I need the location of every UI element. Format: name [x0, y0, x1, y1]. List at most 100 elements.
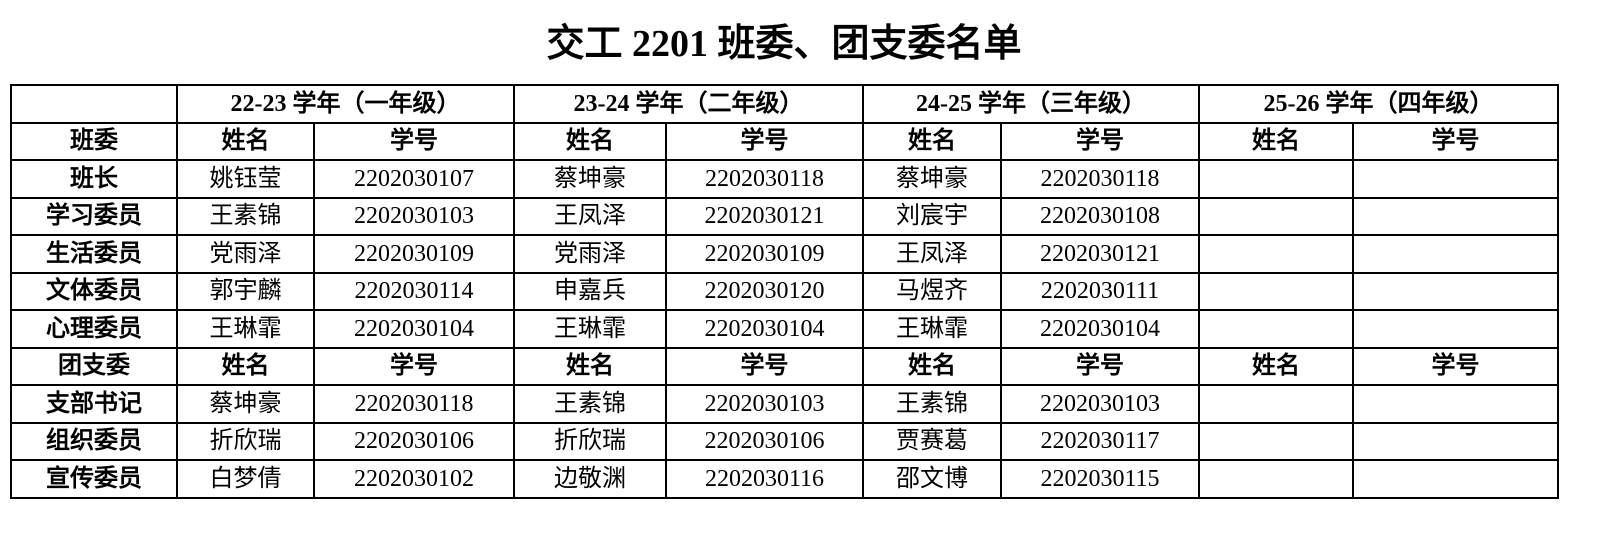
student-id-cell: 2202030109: [313, 234, 515, 274]
name-cell: 邵文博: [862, 459, 1002, 499]
name-cell: 白梦倩: [176, 459, 315, 499]
student-id-cell: 2202030111: [1000, 271, 1200, 311]
student-id-cell: 2202030114: [313, 271, 515, 311]
role-cell: 文体委员: [10, 271, 178, 311]
role-cell: 班长: [10, 159, 178, 199]
student-id-cell: 2202030121: [665, 196, 864, 236]
student-id-cell: 2202030121: [1000, 234, 1200, 274]
student-id-cell: 2202030107: [313, 159, 515, 199]
student-id-cell: 2202030104: [665, 309, 864, 349]
student-id-cell: 2202030120: [665, 271, 864, 311]
role-cell: 学习委员: [10, 196, 178, 236]
year-header: 25-26 学年（四年级）: [1198, 84, 1559, 124]
table-row: 组织委员 折欣瑞 2202030106 折欣瑞 2202030106 贾赛葛 2202030…: [10, 421, 1559, 461]
name-cell: 王琳霏: [862, 309, 1002, 349]
student-id-cell: 2202030106: [313, 421, 515, 461]
student-id-cell: 2202030109: [665, 234, 864, 274]
id-column-header: 学号: [665, 121, 864, 161]
student-id-cell: 2202030108: [1000, 196, 1200, 236]
id-column-header: 学号: [313, 346, 515, 386]
student-id-cell: 2202030117: [1000, 421, 1200, 461]
name-column-header: 姓名: [1198, 121, 1354, 161]
name-cell: [1198, 234, 1354, 274]
name-column-header: 姓名: [513, 121, 667, 161]
table-row: 学习委员 王素锦 2202030103 王凤泽 2202030121 刘宸宇 2202030…: [10, 196, 1559, 236]
table-row: 文体委员 郭宇麟 2202030114 申嘉兵 2202030120 马煜齐 2202030…: [10, 271, 1559, 311]
student-id-cell: 2202030118: [313, 384, 515, 424]
role-cell: 组织委员: [10, 421, 178, 461]
name-cell: 马煜齐: [862, 271, 1002, 311]
name-cell: 蔡坤豪: [862, 159, 1002, 199]
committee-table: 22-23 学年（一年级） 23-24 学年（二年级） 24-25 学年（三年级） 2…: [10, 84, 1559, 499]
student-id-cell: 2202030104: [1000, 309, 1200, 349]
name-cell: [1198, 459, 1354, 499]
student-id-cell: [1352, 384, 1559, 424]
name-column-header: 姓名: [176, 121, 315, 161]
section-label: 团支委: [10, 346, 178, 386]
student-id-cell: 2202030104: [313, 309, 515, 349]
name-column-header: 姓名: [1198, 346, 1354, 386]
name-cell: 折欣瑞: [176, 421, 315, 461]
corner-cell: [10, 84, 178, 124]
id-column-header: 学号: [665, 346, 864, 386]
student-id-cell: 2202030103: [313, 196, 515, 236]
id-column-header: 学号: [313, 121, 515, 161]
table-row: 班长 姚钰莹 2202030107 蔡坤豪 2202030118 蔡坤豪 220203011…: [10, 159, 1559, 199]
student-id-cell: 2202030116: [665, 459, 864, 499]
name-cell: 折欣瑞: [513, 421, 667, 461]
role-cell: 宣传委员: [10, 459, 178, 499]
name-cell: [1198, 159, 1354, 199]
table-row: 生活委员 党雨泽 2202030109 党雨泽 2202030109 王凤泽 2202030…: [10, 234, 1559, 274]
name-column-header: 姓名: [176, 346, 315, 386]
student-id-cell: [1352, 271, 1559, 311]
student-id-cell: 2202030115: [1000, 459, 1200, 499]
name-cell: 王凤泽: [862, 234, 1002, 274]
name-column-header: 姓名: [862, 121, 1002, 161]
student-id-cell: [1352, 196, 1559, 236]
id-column-header: 学号: [1000, 121, 1200, 161]
year-header: 23-24 学年（二年级）: [513, 84, 864, 124]
table-row: 宣传委员 白梦倩 2202030102 边敬渊 2202030116 邵文博 2202030…: [10, 459, 1559, 499]
student-id-cell: [1352, 421, 1559, 461]
name-cell: 贾赛葛: [862, 421, 1002, 461]
name-cell: 王琳霏: [176, 309, 315, 349]
student-id-cell: 2202030103: [665, 384, 864, 424]
role-cell: 生活委员: [10, 234, 178, 274]
name-cell: [1198, 384, 1354, 424]
name-cell: 申嘉兵: [513, 271, 667, 311]
table-row: 心理委员 王琳霏 2202030104 王琳霏 2202030104 王琳霏 2202030…: [10, 309, 1559, 349]
name-cell: [1198, 421, 1354, 461]
section-label: 班委: [10, 121, 178, 161]
name-column-header: 姓名: [513, 346, 667, 386]
role-cell: 心理委员: [10, 309, 178, 349]
table-row: 支部书记 蔡坤豪 2202030118 王素锦 2202030103 王素锦 2202030…: [10, 384, 1559, 424]
role-cell: 支部书记: [10, 384, 178, 424]
name-cell: 党雨泽: [176, 234, 315, 274]
student-id-cell: 2202030103: [1000, 384, 1200, 424]
student-id-cell: 2202030118: [1000, 159, 1200, 199]
page-title: 交工 2201 班委、团支委名单: [546, 23, 1022, 65]
name-cell: 王凤泽: [513, 196, 667, 236]
name-cell: 边敬渊: [513, 459, 667, 499]
name-cell: 王素锦: [862, 384, 1002, 424]
name-cell: 刘宸宇: [862, 196, 1002, 236]
year-header: 22-23 学年（一年级）: [176, 84, 515, 124]
student-id-cell: [1352, 309, 1559, 349]
section-header-row: 团支委 姓名 学号 姓名 学号 姓名 学号 姓名 学号: [10, 346, 1559, 386]
name-cell: 蔡坤豪: [513, 159, 667, 199]
student-id-cell: 2202030118: [665, 159, 864, 199]
name-cell: 王素锦: [176, 196, 315, 236]
student-id-cell: [1352, 234, 1559, 274]
year-header: 24-25 学年（三年级）: [862, 84, 1200, 124]
id-column-header: 学号: [1352, 121, 1559, 161]
name-cell: 党雨泽: [513, 234, 667, 274]
student-id-cell: 2202030106: [665, 421, 864, 461]
id-column-header: 学号: [1000, 346, 1200, 386]
name-cell: [1198, 309, 1354, 349]
id-column-header: 学号: [1352, 346, 1559, 386]
year-header-row: 22-23 学年（一年级） 23-24 学年（二年级） 24-25 学年（三年级） 2…: [10, 84, 1559, 124]
section-header-row: 班委 姓名 学号 姓名 学号 姓名 学号 姓名 学号: [10, 121, 1559, 161]
student-id-cell: [1352, 159, 1559, 199]
name-cell: 王素锦: [513, 384, 667, 424]
name-column-header: 姓名: [862, 346, 1002, 386]
